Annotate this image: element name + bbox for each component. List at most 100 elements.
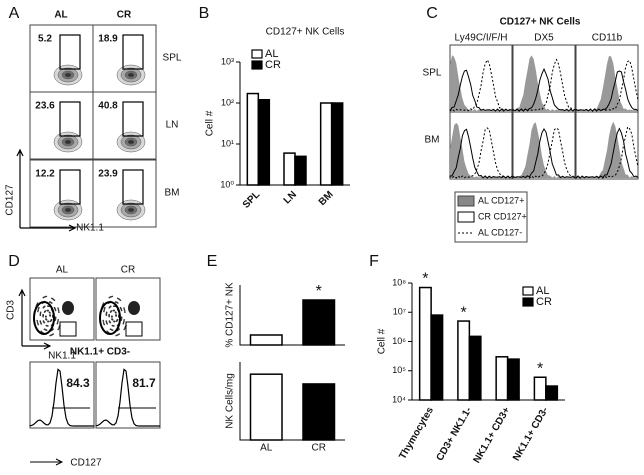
legend-label: CR CD127+	[478, 211, 527, 221]
dot	[45, 319, 48, 321]
dot	[57, 308, 60, 311]
dot	[37, 309, 39, 311]
histogram-fill	[576, 121, 638, 178]
histogram-fill	[513, 122, 575, 178]
bar	[294, 155, 307, 186]
bar	[457, 320, 471, 401]
column-header: Ly49C/I/F/H	[455, 33, 508, 44]
row-label: SPL	[163, 53, 182, 64]
dot	[103, 323, 106, 326]
row-label: LN	[166, 120, 179, 131]
panel-label: C	[426, 5, 438, 22]
bar	[249, 334, 283, 346]
axis-label: NK1.1	[76, 223, 104, 234]
contour	[127, 207, 135, 213]
histogram-dashed	[512, 58, 576, 112]
dot	[47, 320, 50, 323]
dot	[106, 323, 109, 325]
gate	[125, 321, 143, 337]
dot	[123, 310, 126, 312]
bar	[249, 373, 283, 441]
contour	[127, 72, 135, 78]
histogram-frame	[95, 361, 161, 429]
dot	[113, 325, 115, 327]
legend-label: CR	[536, 296, 552, 308]
gate-value: 40.8	[98, 101, 118, 112]
dot	[102, 302, 105, 305]
dot	[103, 309, 105, 311]
histogram-line	[449, 69, 513, 112]
contour	[64, 139, 72, 145]
dot	[58, 327, 60, 329]
histogram-line	[575, 127, 639, 179]
contour	[99, 301, 121, 335]
dot	[57, 310, 60, 312]
dot	[54, 316, 57, 319]
y-axis-label: Cell #	[205, 110, 216, 136]
bar	[283, 152, 296, 186]
y-tick-label: 10²	[221, 97, 234, 107]
dot	[36, 322, 39, 325]
dot	[120, 316, 123, 319]
dot	[119, 306, 122, 309]
bar	[430, 314, 444, 401]
row-label: BM	[425, 135, 440, 146]
dot	[123, 319, 126, 321]
axis-label: NK1.1	[48, 351, 76, 362]
dot	[123, 307, 125, 309]
dot	[108, 296, 111, 299]
legend-label: AL	[536, 285, 549, 297]
gate	[122, 34, 144, 70]
dot	[116, 318, 119, 321]
bar	[319, 102, 333, 186]
column-header: AL	[54, 10, 67, 21]
flow-plot	[92, 91, 157, 160]
dot	[45, 316, 47, 318]
y-tick-label: 10⁷	[393, 307, 406, 317]
dot	[56, 322, 59, 325]
legend-swatch	[522, 286, 534, 296]
y-tick-label: 10¹	[221, 138, 234, 148]
dot	[47, 325, 49, 327]
axis-arrow	[30, 458, 64, 466]
dot	[111, 316, 113, 318]
column-header: AL	[56, 265, 69, 276]
gate-value: 5.2	[38, 34, 52, 45]
panel-label: B	[199, 5, 210, 22]
panel-title: CD127+ NK Cells	[500, 17, 581, 28]
dot	[45, 329, 48, 331]
dot	[108, 315, 110, 318]
histogram-line	[95, 368, 160, 427]
legend-swatch	[457, 195, 475, 207]
annotation: *	[422, 271, 428, 288]
dot	[36, 302, 39, 305]
dot	[122, 321, 125, 324]
axis-label: CD3	[6, 300, 17, 320]
dot	[48, 311, 51, 314]
dot	[112, 309, 114, 312]
dot	[57, 307, 59, 309]
legend-swatch	[522, 297, 534, 307]
legend-swatch	[251, 49, 263, 59]
legend-label: AL CD127-	[478, 227, 522, 237]
dot	[50, 297, 53, 300]
column-header: DX5	[534, 33, 554, 44]
histogram-fill	[450, 55, 512, 111]
dot	[114, 301, 117, 303]
dot	[102, 322, 105, 325]
dot	[111, 329, 114, 331]
dot	[37, 323, 40, 326]
panel-label: D	[8, 253, 20, 270]
dot	[123, 320, 125, 322]
bar	[246, 92, 260, 186]
dot	[108, 306, 111, 309]
axis-label: CD127	[5, 184, 16, 216]
legend-label: AL CD127+	[478, 195, 524, 205]
dot	[40, 323, 43, 325]
bar	[330, 102, 344, 186]
row-label: SPL	[423, 68, 442, 79]
dot	[56, 321, 59, 324]
dot-plot	[29, 277, 95, 341]
dot	[57, 319, 60, 321]
